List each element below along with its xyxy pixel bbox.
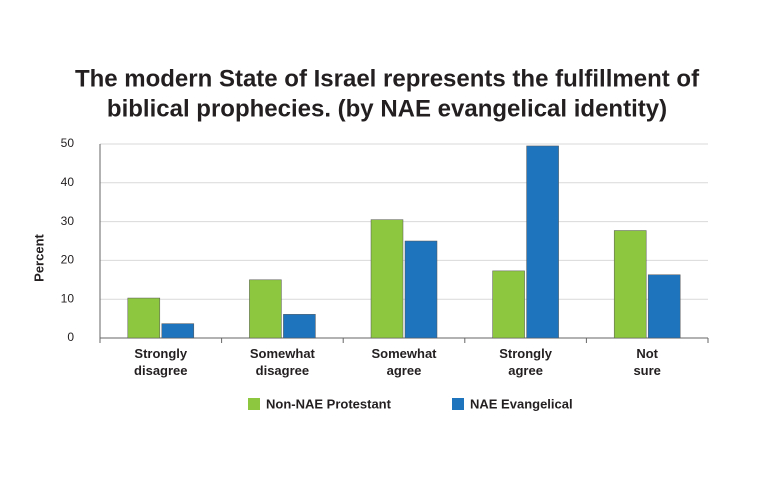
chart-title: The modern State of Israel represents th… xyxy=(75,65,700,92)
y-tick-label: 40 xyxy=(61,175,75,189)
bar xyxy=(127,297,161,339)
y-tick-label: 50 xyxy=(61,136,75,150)
bar xyxy=(647,274,681,339)
bar xyxy=(249,279,282,339)
bar xyxy=(283,314,316,339)
legend-label: NAE Evangelical xyxy=(470,396,573,411)
chart-title: biblical prophecies. (by NAE evangelical… xyxy=(107,95,667,122)
x-tick-label: Somewhat agree xyxy=(371,346,437,378)
bar xyxy=(492,270,525,339)
x-tick-label: Strongly agree xyxy=(499,346,552,378)
bar xyxy=(370,219,404,339)
x-tick-label: Not sure xyxy=(633,346,661,378)
y-axis-label: Percent xyxy=(31,233,46,281)
x-tick-label: Somewhat disagree xyxy=(249,346,315,378)
bar xyxy=(161,323,195,339)
y-tick-label: 20 xyxy=(61,253,75,267)
y-tick-label: 30 xyxy=(61,214,75,228)
y-tick-label: 0 xyxy=(67,330,74,344)
legend-swatch xyxy=(452,398,464,410)
legend-label: Non-NAE Protestant xyxy=(266,396,392,411)
bar xyxy=(526,145,559,339)
bar xyxy=(404,240,438,339)
x-tick-label: Strongly disagree xyxy=(134,346,188,378)
bar xyxy=(613,230,647,339)
legend-swatch xyxy=(248,398,260,410)
y-tick-label: 10 xyxy=(61,291,75,305)
